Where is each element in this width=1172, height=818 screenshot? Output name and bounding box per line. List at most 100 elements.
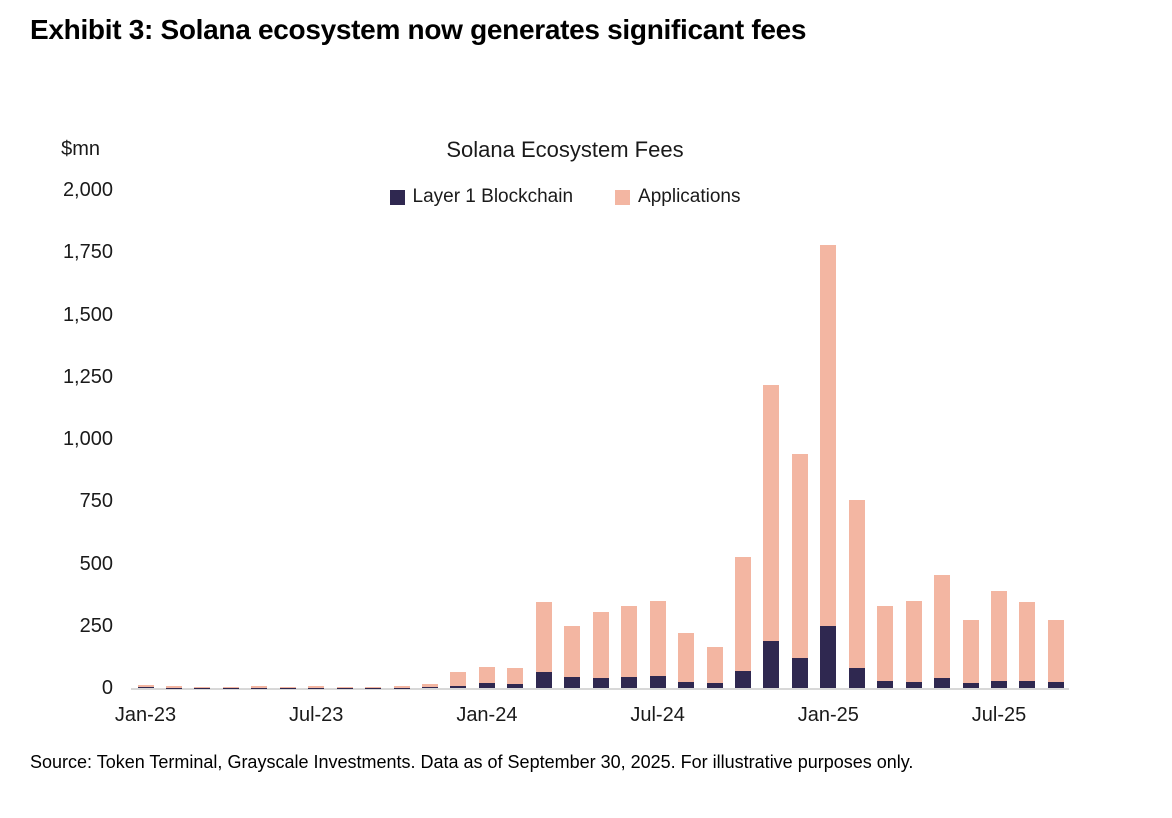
bar-segment-applications [422,683,438,688]
y-tick-label: 2,000 [62,179,113,201]
bar-segment-layer1 [621,676,638,688]
bar-stack-Jun-24 [621,605,638,688]
bar-stack-Jan-24 [478,666,495,688]
bar-stack-Jan-25 [820,244,837,688]
bar-stack-Jun-23 [279,686,296,688]
bar-segment-applications [763,385,780,641]
bar-segment-applications [393,686,410,688]
bar-stack-Feb-23 [165,686,182,688]
y-tick-label: 0 [101,677,113,699]
bar-segment-applications [507,668,524,685]
bar-segment-layer1 [734,670,751,688]
bar-segment-applications [621,605,638,677]
bar-stack-Dec-23 [450,671,467,688]
bar-segment-layer1 [564,676,581,688]
bar-segment-applications [678,633,695,682]
bar-segment-layer1 [137,687,154,688]
bar-segment-applications [649,600,666,676]
bar-stack-Jun-25 [962,619,979,688]
bar-segment-applications [877,605,894,682]
bar-stack-May-24 [592,612,609,688]
bar-segment-applications [137,685,154,688]
bar-segment-layer1 [649,675,666,688]
bar-segment-layer1 [905,681,922,688]
bar-segment-layer1 [763,640,780,688]
bar-stack-Nov-23 [422,683,438,688]
bar-segment-applications [251,686,268,688]
chart-legend: Layer 1 Blockchain Applications [130,186,1000,208]
bar-stack-Feb-25 [848,500,865,688]
bar-segment-layer1 [478,683,495,688]
bar-segment-applications [365,687,382,688]
bar-segment-layer1 [1047,681,1064,688]
bar-stack-Oct-23 [393,686,410,688]
bar-segment-applications [478,666,495,684]
bar-segment-layer1 [877,681,894,688]
bar-segment-layer1 [450,685,467,688]
bar-segment-applications [1047,619,1064,682]
bar-segment-applications [734,557,751,671]
bar-segment-layer1 [934,678,951,688]
bar-stack-Jan-23 [137,685,154,688]
x-tick-label: Jan-23 [114,704,177,726]
bar-stack-May-23 [251,686,268,688]
bar-segment-layer1 [791,658,808,688]
bar-segment-applications [222,686,239,688]
bar-segment-applications [706,646,723,684]
chart-title: Solana Ecosystem Fees [446,137,684,162]
source-note: Source: Token Terminal, Grayscale Invest… [30,752,914,772]
bar-stack-Jul-23 [308,686,325,688]
bar-segment-applications [165,686,182,688]
bar-stack-May-25 [934,574,951,688]
bar-segment-applications [848,500,865,669]
bar-stack-Feb-24 [507,668,524,688]
bar-segment-layer1 [535,671,552,688]
bar-segment-applications [535,602,552,672]
y-axis-unit-label: $mn [61,138,100,160]
bar-segment-layer1 [820,625,837,688]
bar-stack-Apr-25 [905,600,922,688]
legend-item-applications: Applications [615,186,741,208]
bar-segment-layer1 [1019,680,1036,688]
bar-stack-Mar-23 [194,686,211,688]
bar-segment-layer1 [991,680,1007,688]
x-tick-label: Jul-24 [630,704,685,726]
y-tick-label: 750 [79,490,113,513]
bar-stack-Dec-24 [791,453,808,688]
legend-label-layer1: Layer 1 Blockchain [412,186,574,207]
bar-segment-applications [905,600,922,682]
bar-stack-Sep-23 [365,687,382,688]
y-tick-label: 500 [79,552,113,575]
bar-segment-applications [336,686,353,688]
bar-segment-applications [791,453,808,659]
bar-segment-applications [308,686,325,688]
bar-stack-Mar-25 [877,605,894,688]
exhibit-title: Exhibit 3: Solana ecosystem now generate… [30,14,807,45]
bar-segment-layer1 [507,684,524,688]
bar-segment-applications [279,686,296,688]
bar-stack-Jul-25 [991,590,1007,688]
legend-swatch-applications-icon [615,189,631,205]
y-tick-label: 1,250 [62,365,113,388]
y-tick-label: 250 [79,614,113,637]
bar-stack-Aug-25 [1019,602,1036,688]
bar-segment-applications [962,619,979,684]
bar-stack-Aug-24 [678,633,695,688]
bar-segment-applications [820,244,837,626]
bar-segment-layer1 [592,678,609,688]
bar-stack-Aug-23 [336,686,353,688]
y-tick-label: 1,500 [62,303,113,326]
bar-segment-layer1 [706,683,723,688]
bar-stack-Sep-25 [1047,619,1064,688]
y-tick-label: 1,000 [62,428,113,450]
bar-stack-Mar-24 [535,602,552,688]
bar-segment-applications [450,671,467,686]
bar-stack-Nov-24 [763,385,780,688]
bar-segment-applications [934,574,951,679]
bar-segment-applications [194,686,211,688]
legend-swatch-layer1-icon [389,189,405,205]
bar-stack-Apr-23 [222,686,239,688]
x-tick-label: Jan-25 [797,704,859,726]
legend-item-layer1-blockchain: Layer 1 Blockchain [389,186,574,208]
